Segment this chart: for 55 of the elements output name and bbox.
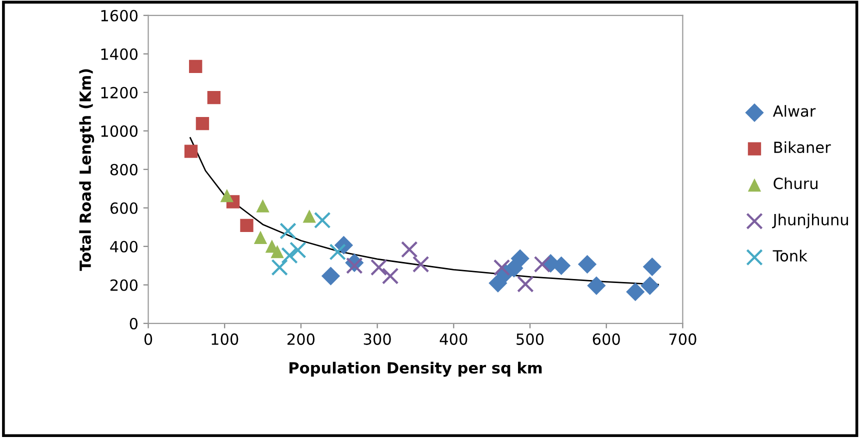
point [370, 258, 388, 276]
point [184, 144, 198, 158]
y-tick-label: 800 [110, 164, 138, 176]
y-tick-label: 1200 [101, 86, 138, 98]
point [271, 258, 288, 276]
point [488, 274, 508, 292]
point [196, 116, 210, 130]
y-tick-label: 1400 [101, 48, 138, 60]
legend-label: Jhunjhunu [772, 214, 848, 228]
legend-label: Alwar [772, 105, 816, 117]
point [207, 91, 221, 104]
legend-label: Tonk [772, 250, 808, 262]
y-tick-label: 1000 [101, 125, 138, 137]
point [578, 254, 597, 274]
point [314, 212, 331, 229]
point [256, 199, 270, 212]
y-tick-label: 200 [110, 279, 138, 291]
x-tick-label: 700 [669, 333, 696, 345]
y-tick-label: 0 [130, 318, 138, 330]
point [493, 259, 510, 276]
x-tick-label: 500 [516, 333, 544, 345]
x-tick-label: 300 [364, 333, 391, 345]
x-axis-title: Population Density per sq km [290, 362, 542, 377]
x-tick-label: 0 [144, 333, 152, 345]
point [626, 282, 645, 302]
legend-label: Bikaner [774, 141, 831, 154]
point [254, 230, 268, 244]
point [400, 241, 418, 258]
point [290, 242, 306, 258]
point [321, 266, 340, 286]
x-tick-label: 100 [212, 333, 238, 345]
point [382, 268, 399, 284]
point [240, 218, 254, 232]
point [302, 210, 316, 223]
point [189, 60, 202, 73]
y-tick-label: 400 [110, 240, 138, 252]
point [329, 244, 346, 260]
y-tick-label: 600 [110, 202, 138, 214]
point [587, 276, 606, 295]
point [270, 245, 284, 258]
x-tick-label: 400 [440, 333, 468, 345]
point [642, 257, 662, 276]
x-tick-label: 200 [288, 333, 315, 345]
point [534, 256, 551, 273]
point [220, 188, 234, 202]
x-tick-label: 600 [592, 333, 620, 345]
legend-label: Churu [774, 177, 818, 190]
y-axis-title: Total Road Length (Km) [79, 69, 94, 271]
point [517, 276, 534, 293]
point [346, 257, 363, 274]
point [280, 222, 296, 240]
point [640, 276, 660, 295]
point [281, 247, 298, 264]
y-tick-label: 1600 [101, 10, 138, 22]
point [412, 256, 430, 273]
